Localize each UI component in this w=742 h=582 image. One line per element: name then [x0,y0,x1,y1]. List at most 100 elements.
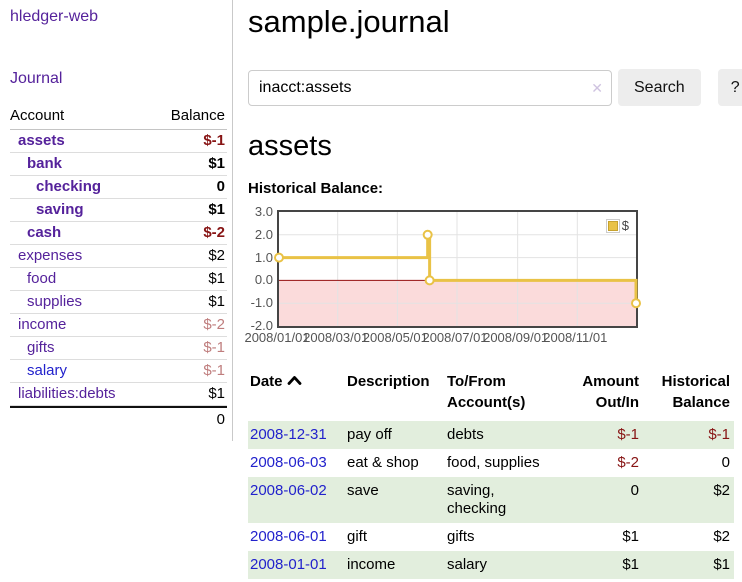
transaction-date-link[interactable]: 2008-06-03 [250,454,327,471]
sidebar: hledger-web Journal Account Balance asse… [0,0,233,441]
y-tick-label: 1.0 [254,249,273,265]
account-balance: $-2 [152,314,227,337]
register-header-row: Date Description To/From Account(s) Amou… [248,367,734,421]
search-box: ✕ [248,69,612,106]
y-tick-label: 3.0 [254,204,273,219]
account-heading: assets [248,130,332,162]
account-balance: $1 [152,153,227,176]
chart-canvas [274,212,641,326]
register-row: 2008-06-02 save saving, checking 0 $2 [248,477,734,523]
transaction-description: gift [347,528,368,545]
account-balance: $-2 [152,222,227,245]
account-balance: $-1 [152,337,227,360]
transaction-amount: $-2 [617,454,639,471]
account-balance: $1 [152,383,227,406]
account-row: assets $-1 [10,130,227,153]
page-title: sample.journal [248,4,450,39]
legend-swatch-icon [605,218,620,233]
account-row: salary $-1 [10,360,227,383]
account-row: income $-2 [10,314,227,337]
account-row: food $1 [10,268,227,291]
register-col-date[interactable]: Date [248,367,345,421]
y-tick-label: 2.0 [254,226,273,242]
register-row: 2008-12-31 pay off debts $-1 $-1 [248,421,734,449]
accounts-col-account: Account [10,104,153,130]
accounts-header-row: Account Balance [10,104,227,130]
accounts-total-row: 0 [10,406,227,431]
register-col-tofrom: To/From Account(s) [447,373,526,411]
account-link-food[interactable]: food [27,270,57,287]
account-row: supplies $1 [10,291,227,314]
account-balance: $-1 [152,130,227,153]
account-balance: $-1 [152,360,227,383]
register-col-description: Description [347,373,430,390]
x-tick-label: 2008/03/01 [303,330,369,345]
x-tick-label: 2008/09/01 [483,330,549,345]
account-row: saving $1 [10,199,227,222]
account-row: checking 0 [10,176,227,199]
account-balance: $2 [152,245,227,268]
y-tick-label: -1.0 [250,295,273,311]
balance-chart: 3.0 2.0 1.0 0.0 -1.0 -2.0 $ 2008/01/01 2008/03… [244,204,641,346]
account-link-liabilities-debts[interactable]: liabilities:debts [18,385,116,402]
chart-plot: $ [274,210,641,328]
transaction-accounts: salary [445,551,563,579]
account-link-income[interactable]: income [18,316,67,333]
transaction-accounts: gifts [447,528,475,545]
accounts-total: 0 [152,406,227,431]
main-content: sample.journal ✕ Search ? assets Histori… [233,0,742,579]
account-link-cash[interactable]: cash [27,224,62,241]
chart-title: Historical Balance: [248,180,384,197]
account-link-assets[interactable]: assets [18,132,65,149]
account-link-checking[interactable]: checking [36,178,102,195]
transaction-amount: $-1 [563,421,643,449]
account-row: bank $1 [10,153,227,176]
search-form: ✕ Search ? [248,69,742,106]
account-balance: $1 [152,199,227,222]
transaction-date-link[interactable]: 2008-01-01 [250,556,327,573]
register-col-balance: Historical Balance [661,373,730,411]
transaction-accounts: saving, checking [445,477,563,523]
transaction-amount: $1 [622,528,639,545]
sort-ascending-icon [287,376,301,385]
transaction-date-link[interactable]: 2008-12-31 [250,426,327,443]
x-tick-label: 2008/11/01 [543,330,608,345]
transaction-accounts: debts [445,421,563,449]
x-tick-label: 2008/07/01 [422,330,488,345]
register-row: 2008-06-03 eat & shop food, supplies $-2… [248,449,734,477]
account-link-saving[interactable]: saving [36,201,84,218]
search-input[interactable] [248,69,612,106]
transaction-description: income [345,551,445,579]
x-tick-label: 2008/05/01 [362,330,428,345]
register-col-amount: Amount Out/In [582,373,639,411]
legend-label: $ [621,218,629,233]
account-link-bank[interactable]: bank [27,155,63,172]
account-link-salary[interactable]: salary [27,362,68,379]
account-balance: $1 [152,291,227,314]
search-button[interactable]: Search [618,69,701,106]
account-row: cash $-2 [10,222,227,245]
app-title-link[interactable]: hledger-web [10,8,99,25]
transaction-balance: 0 [721,454,730,471]
transaction-balance: $2 [713,528,730,545]
account-link-expenses[interactable]: expenses [18,247,83,264]
sidebar-item-journal[interactable]: Journal [10,70,63,87]
account-link-gifts[interactable]: gifts [27,339,55,356]
y-tick-label: 0.0 [254,272,273,288]
x-tick-label: 2008/01/01 [244,330,310,345]
clear-search-icon[interactable]: ✕ [591,79,603,96]
account-link-supplies[interactable]: supplies [27,293,83,310]
register-table: Date Description To/From Account(s) Amou… [248,367,734,579]
chart-x-axis: 2008/01/01 2008/03/01 2008/05/01 2008/07/01… [244,328,638,346]
help-button[interactable]: ? [717,69,742,106]
account-balance: 0 [152,176,227,199]
accounts-table: Account Balance assets $-1 bank $1 check… [10,104,227,431]
transaction-date-link[interactable]: 2008-06-01 [250,528,327,545]
register-row: 2008-06-01 gift gifts $1 $2 [248,523,734,551]
transaction-description: pay off [345,421,445,449]
transaction-balance: $1 [643,551,734,579]
transaction-date-link[interactable]: 2008-06-02 [250,482,327,499]
register-row: 2008-01-01 income salary $1 $1 [248,551,734,579]
transaction-balance: $2 [643,477,734,523]
transaction-accounts: food, supplies [447,454,540,471]
